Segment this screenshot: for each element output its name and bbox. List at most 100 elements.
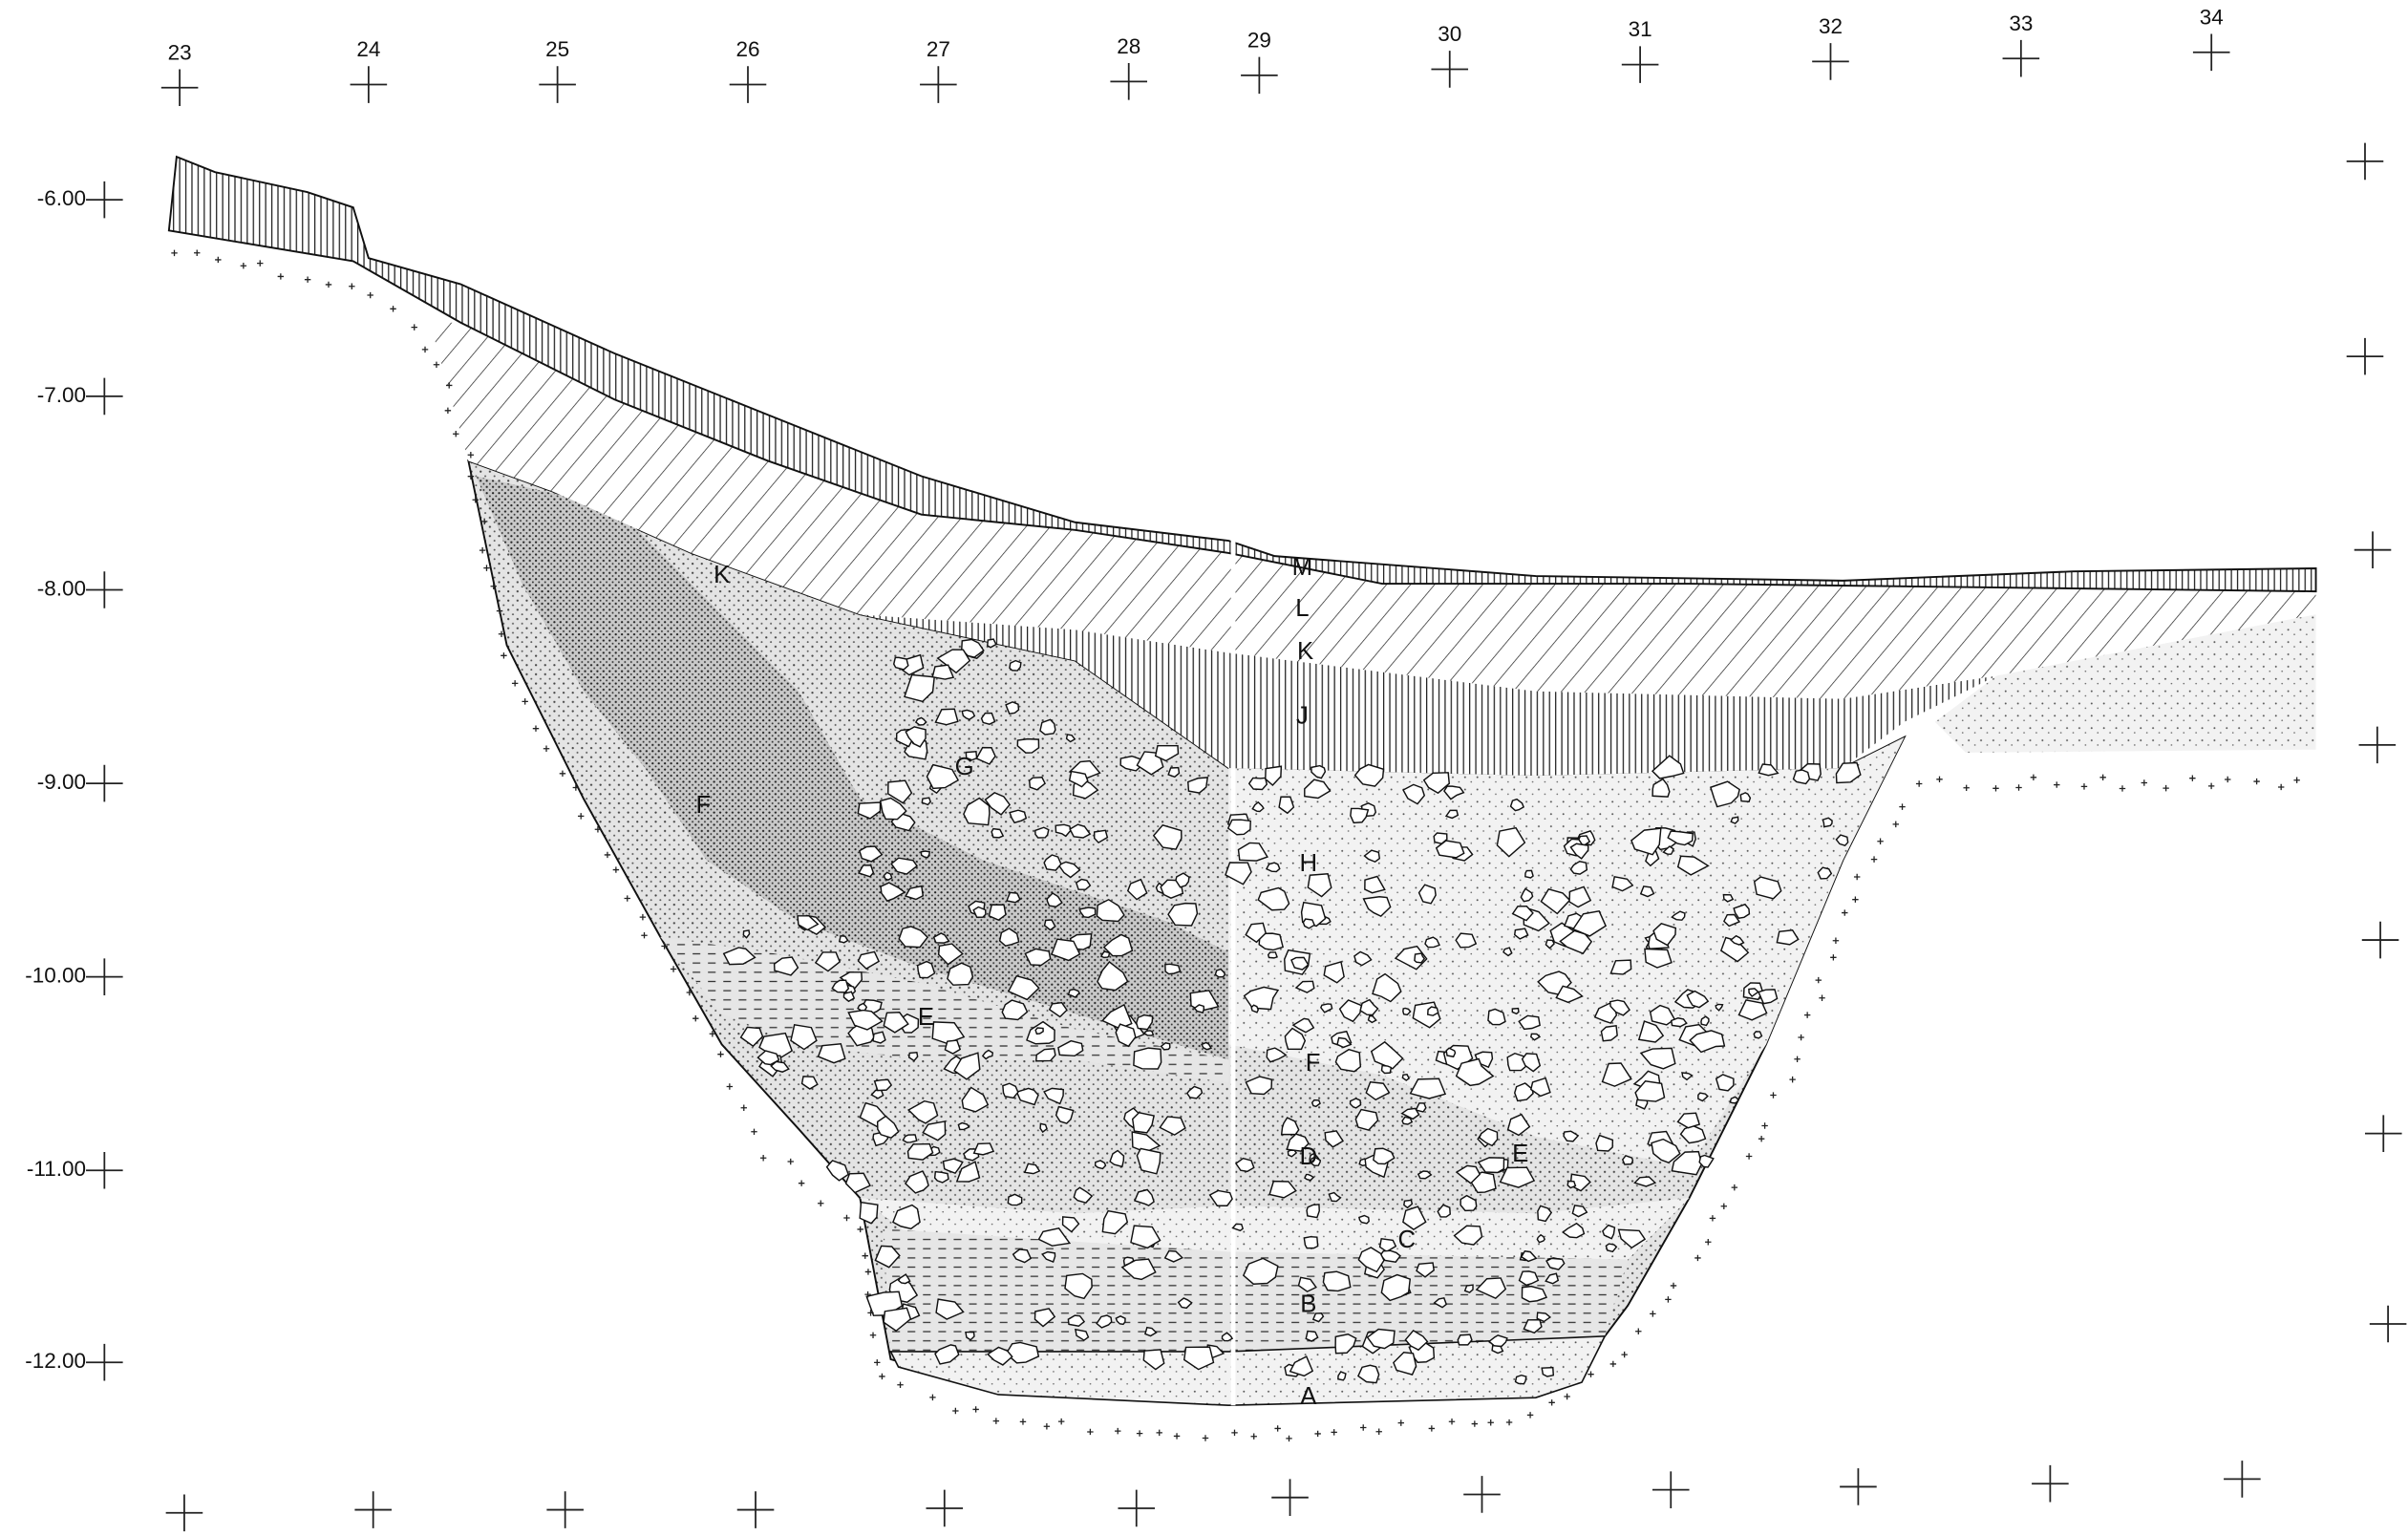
ground-mark [952,1408,958,1414]
grid-cross [1622,46,1659,83]
grid-x-label: 32 [1819,14,1843,38]
ground-mark [453,431,458,437]
ground-mark [2054,781,2059,787]
stone [1307,1205,1319,1218]
ground-mark [1770,1092,1776,1098]
ground-mark [422,347,428,352]
ground-mark [1936,777,1942,782]
ground-mark [578,813,584,819]
ground-mark [1449,1419,1455,1424]
grid-cross [2032,1465,2069,1503]
ground-mark [1157,1430,1162,1436]
ground-mark [1746,1153,1752,1159]
ground-mark [1893,821,1899,827]
ground-mark [1331,1429,1336,1435]
grid-x-label: 34 [2200,5,2224,29]
layer-label: D [1300,1143,1318,1170]
grid-cross [2362,922,2399,959]
ground-mark [512,680,518,686]
ground-mark [1564,1394,1569,1399]
ground-mark [2189,775,2195,780]
grid-cross [351,66,388,103]
grid-x-label: 30 [1438,22,1461,46]
grid-cross [1812,43,1849,80]
grid-cross [2355,531,2392,568]
stone [1525,870,1533,878]
ground-mark [1398,1419,1404,1425]
ground-mark [1871,856,1877,862]
ground-mark [1816,977,1822,983]
layer-label: A [1300,1383,1317,1410]
ground-mark [1527,1412,1533,1418]
ground-mark [560,771,565,777]
ground-mark [605,852,610,858]
ground-mark [390,306,395,311]
ground-mark [1794,1056,1800,1062]
ground-mark [1058,1419,1064,1424]
stone [1623,1156,1633,1164]
ground-mark [1635,1329,1641,1334]
ground-mark [640,914,646,920]
ground-mark [1833,938,1839,944]
ground-mark [257,260,263,266]
grid-cross [86,765,123,802]
stone [894,657,908,670]
ground-mark [1842,909,1847,915]
ground-mark [434,362,439,368]
grid-cross [2347,338,2384,375]
elevation-label: -6.00 [37,186,86,210]
stone [1134,1048,1161,1069]
ground-mark [412,324,417,330]
ground-mark [367,292,373,298]
stone [1672,1018,1687,1027]
grid-cross [86,181,123,219]
ground-mark [2120,785,2125,791]
ground-mark [1916,780,1922,786]
ground-mark [625,895,630,901]
stone [1323,1271,1350,1291]
ground-mark [1665,1296,1671,1302]
layer-label: F [696,792,712,819]
grid-cross [2365,1115,2402,1152]
stone [1754,1032,1761,1038]
ground-mark [693,1015,698,1021]
grid-cross [86,378,123,416]
ground-mark [1732,1184,1737,1190]
ground-mark [2253,779,2259,784]
grid-cross [2193,33,2230,71]
ground-mark [1694,1255,1700,1261]
ground-mark [671,966,676,971]
layer-label: M [1292,554,1312,581]
ground-mark [533,725,539,731]
stone [873,1032,885,1043]
grid-cross [920,66,957,103]
grid-cross [161,69,199,106]
ground-mark [863,1252,868,1258]
grid-cross [86,958,123,995]
ground-mark [2031,775,2036,780]
ground-mark [1429,1425,1435,1431]
elevation-label: -12.00 [25,1349,86,1373]
ground-mark [2015,784,2021,790]
ground-mark [929,1395,935,1400]
ground-mark [717,1051,723,1056]
ground-mark [1710,1215,1715,1221]
grid-cross [166,1494,203,1531]
ground-mark [799,1180,804,1185]
stone [1268,952,1277,958]
ground-mark [326,282,331,288]
grid-cross [1840,1468,1877,1505]
ground-mark [641,932,647,938]
ground-mark [1472,1420,1478,1426]
ground-mark [2293,778,2299,783]
ground-mark [543,746,549,752]
layer-label: K [714,562,730,588]
ground-mark [1899,803,1905,809]
ground-mark [1020,1419,1026,1424]
ground-mark [1830,954,1836,960]
ground-mark [1506,1419,1512,1425]
grid-cross [1652,1471,1690,1508]
grid-cross [737,1491,775,1528]
ground-mark [1360,1424,1366,1430]
ground-mark [870,1333,876,1338]
